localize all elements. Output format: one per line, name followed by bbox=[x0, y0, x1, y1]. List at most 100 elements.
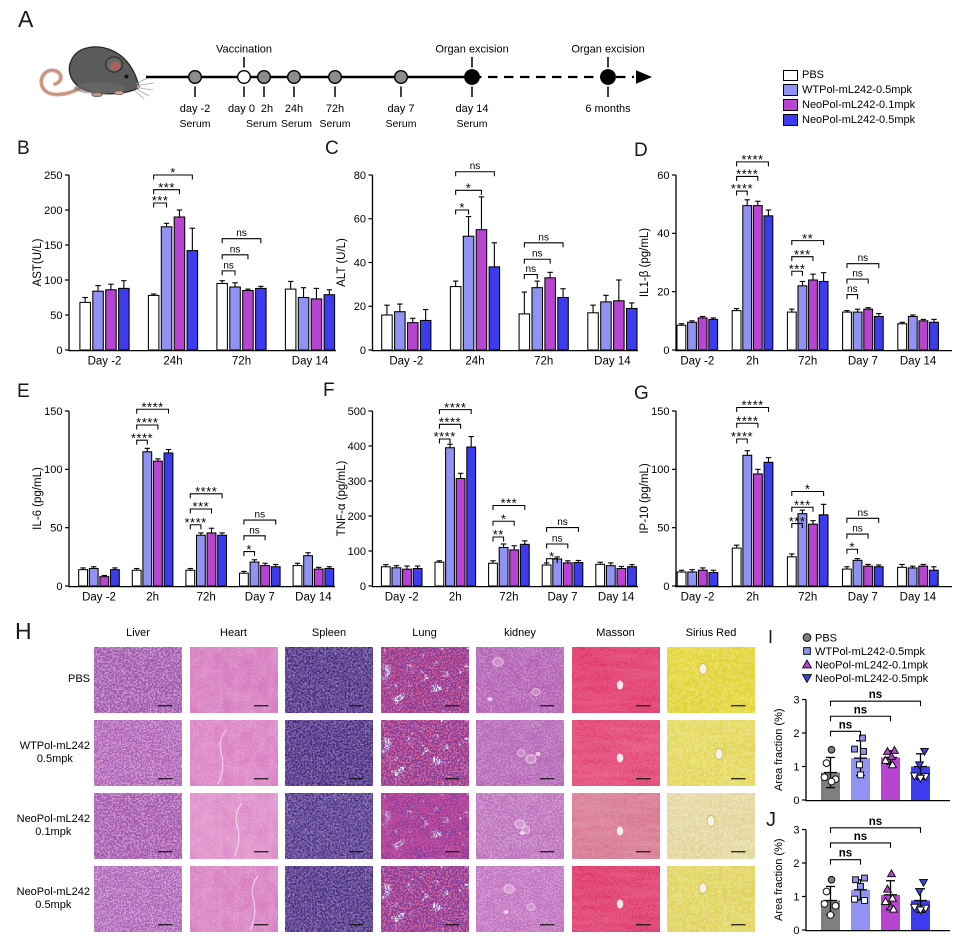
scale-bar bbox=[731, 705, 746, 707]
bar-NeoPol-mL242-0.5mpk-Day -2 bbox=[118, 287, 130, 351]
sig-label-stars: **** bbox=[736, 413, 758, 428]
scatter-point bbox=[820, 900, 829, 908]
bar-PBS-Day -2 bbox=[380, 566, 391, 587]
bar-WTPol-mL242-0.5mpk-Day -2 bbox=[687, 571, 698, 587]
timeline-point-label: day 7 bbox=[388, 103, 415, 115]
histology-tile-neopol-ml242-sirius-red bbox=[667, 866, 755, 932]
sig-bracket bbox=[736, 161, 769, 167]
bar-WTPol-mL242-0.5mpk-Day -2 bbox=[92, 290, 104, 351]
bar-WTPol-mL242-0.5mpk-72h bbox=[229, 286, 241, 351]
legend-ij-label: WTPol-mL242-0.5mpk bbox=[815, 646, 926, 658]
sig-label-ns: ns bbox=[230, 244, 241, 255]
y-tick-label: 100 bbox=[44, 464, 62, 476]
bar-NeoPol-mL242-0.1mpk-Day -2 bbox=[105, 289, 117, 351]
scatter-point bbox=[882, 884, 893, 893]
timeline-point-label: day -2 bbox=[180, 103, 211, 115]
y-tick-label: 2 bbox=[793, 858, 799, 870]
sig-bracket bbox=[438, 438, 451, 444]
sig-label-ns: ns bbox=[557, 517, 568, 528]
bar-NeoPol-mL242-0.5mpk-Day 14 bbox=[929, 321, 939, 351]
bar-NeoPol-mL242-0.5mpk-Day 14 bbox=[323, 294, 336, 351]
bar-NeoPol-mL242-0.1mpk-Day 14 bbox=[310, 298, 323, 351]
bar-WTPol-mL242-0.5mpk-72h bbox=[498, 546, 509, 587]
scale-bar bbox=[540, 851, 555, 853]
legend-ij-label: NeoPol-mL242-0.1mpk bbox=[815, 659, 929, 671]
y-tick-label: 0 bbox=[793, 925, 799, 937]
bar-WTPol-mL242-0.5mpk-Day 14 bbox=[303, 555, 314, 587]
scale-bar bbox=[158, 924, 173, 926]
x-category-label: Day -2 bbox=[82, 592, 116, 604]
legend-swatch-neopol05 bbox=[783, 114, 798, 126]
scale-bar bbox=[635, 851, 650, 853]
sig-bracket bbox=[189, 493, 223, 499]
y-tick-label: 20 bbox=[354, 301, 366, 313]
sig-bracket bbox=[523, 242, 564, 248]
timeline-point-day--2: day -2 Serum bbox=[180, 69, 211, 130]
bar-PBS-72h bbox=[786, 311, 797, 351]
y-tick-label: 100 bbox=[348, 546, 366, 558]
bar-NeoPol-mL242-0.1mpk-2h bbox=[152, 460, 163, 587]
sig-bracket bbox=[153, 174, 193, 180]
sig-bracket bbox=[221, 254, 249, 260]
y-tick-label: 2 bbox=[793, 728, 799, 740]
legend-label-neopol05: NeoPol-mL242-0.5mpk bbox=[802, 113, 916, 126]
bar-PBS-72h bbox=[185, 569, 196, 587]
legend-label-wtpol: WTPol-mL242-0.5mpk bbox=[802, 84, 913, 97]
timeline-point-sublabel: Serum bbox=[246, 118, 277, 130]
bar-NeoPol-mL242-0.5mpk-72h bbox=[255, 287, 267, 351]
y-tick-label: 150 bbox=[44, 240, 62, 252]
timeline-above-label: Organ excision bbox=[571, 44, 644, 56]
y-tick-label: 1 bbox=[793, 891, 799, 903]
scale-bar bbox=[540, 778, 555, 780]
histology-tile-wtpol-ml242-kidney bbox=[476, 720, 564, 786]
sig-bracket bbox=[153, 202, 168, 208]
scale-bar bbox=[444, 778, 459, 780]
histology-tile-pbs-spleen bbox=[285, 647, 373, 713]
bar-PBS-Day 7 bbox=[841, 568, 852, 587]
y-tick-label: 150 bbox=[651, 406, 669, 418]
sig-label-stars: *** bbox=[794, 497, 811, 512]
bar-PBS-72h bbox=[216, 282, 228, 351]
scale-bar bbox=[253, 705, 268, 707]
sig-label-ns: ns bbox=[236, 228, 247, 239]
y-tick-label: 0 bbox=[663, 581, 669, 593]
scatter-point bbox=[822, 887, 831, 896]
histology-tile-neopol-ml242-lung bbox=[380, 793, 469, 859]
sig-label-ns: ns bbox=[869, 689, 882, 701]
scatter-point bbox=[882, 746, 893, 755]
histology-row-label-line2: 0.5mpk bbox=[35, 899, 72, 911]
scatter-point bbox=[909, 903, 920, 913]
bar-WTPol-mL242-0.5mpk-Day 14 bbox=[605, 565, 616, 587]
y-tick-label: 100 bbox=[44, 275, 62, 287]
bar-NeoPol-mL242-0.1mpk-72h bbox=[242, 289, 254, 351]
panel-letter-c: C bbox=[325, 138, 339, 159]
bar-PBS-Day -2 bbox=[79, 301, 91, 351]
legend-swatch-pbs bbox=[783, 69, 798, 82]
bar-NeoPol-mL242-0.1mpk-72h bbox=[808, 279, 818, 351]
x-category-label: Day 14 bbox=[900, 592, 937, 604]
scatter-point bbox=[914, 761, 925, 770]
sig-label-ns: ns bbox=[470, 161, 481, 172]
sig-bracket bbox=[846, 533, 869, 539]
legend-item-wtpol: WTPol-mL242-0.5mpk bbox=[783, 83, 915, 98]
y-tick-label: 0 bbox=[793, 795, 799, 807]
scatter-point bbox=[851, 895, 858, 903]
sig-bracket bbox=[492, 520, 515, 526]
y-tick-label: 0 bbox=[56, 581, 62, 593]
triangle-down-legend-icon bbox=[801, 674, 813, 684]
scatter-point bbox=[827, 875, 836, 884]
sig-label-stars: *** bbox=[193, 499, 210, 514]
timeline-point-label: day 0 bbox=[228, 103, 255, 115]
x-category-label: 2h bbox=[746, 592, 759, 604]
bar-PBS-Day 7 bbox=[842, 311, 852, 351]
sig-label-stars: * bbox=[466, 181, 472, 196]
histology-tile-neopol-ml242-masson bbox=[571, 793, 660, 859]
sig-label-stars: **** bbox=[195, 484, 217, 499]
histology-tile-wtpol-ml242-heart bbox=[189, 720, 278, 786]
y-tick-label: 150 bbox=[44, 406, 62, 418]
